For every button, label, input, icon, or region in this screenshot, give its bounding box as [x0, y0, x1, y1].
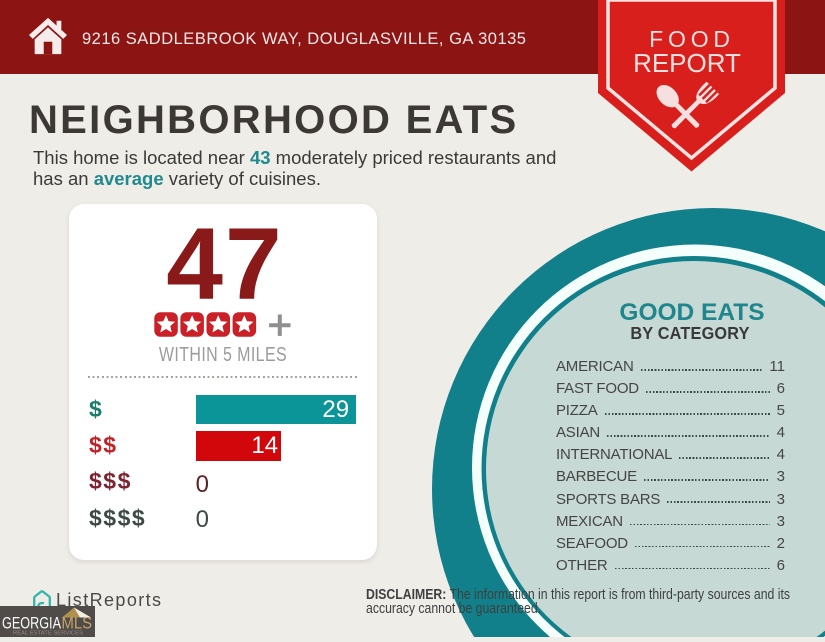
svg-text:REAL ESTATE SERVICES: REAL ESTATE SERVICES [13, 631, 83, 637]
